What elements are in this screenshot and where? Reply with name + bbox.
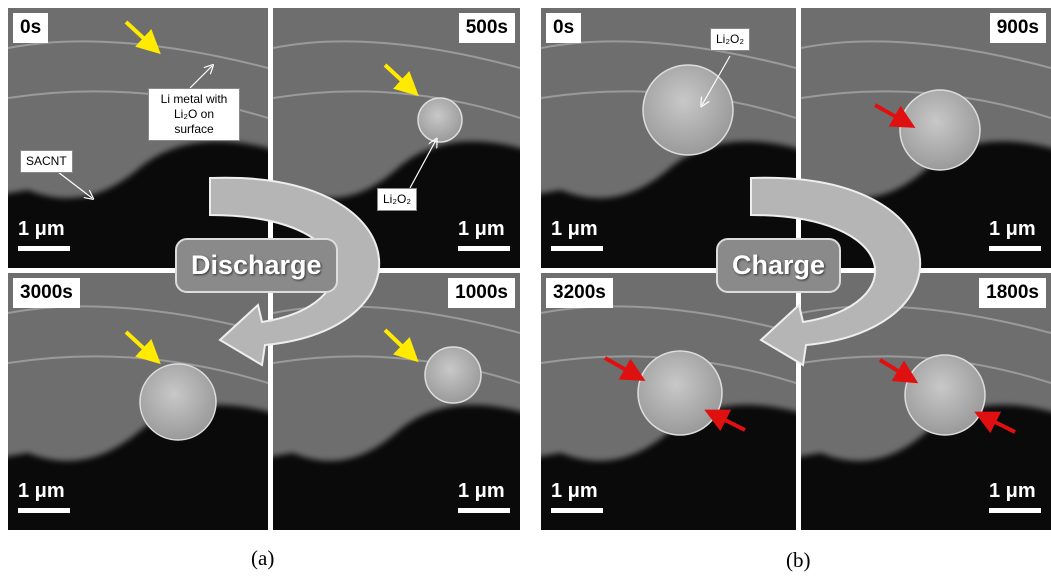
scale-label: 1 μm [18,218,65,241]
time-label: 1000s [448,278,515,308]
scale-bar [551,246,603,251]
time-label: 3200s [546,278,613,308]
annotation: Li₂O₂ [710,28,750,51]
li2o2-particle [643,65,733,155]
figure: (() => { const data = JSON.parse(documen… [0,0,1051,582]
scale-bar [989,246,1041,251]
time-label: 0s [546,13,581,43]
scale-label: 1 μm [551,480,598,503]
time-label: 3000s [13,278,80,308]
scale-label: 1 μm [551,218,598,241]
scale-bar [989,508,1041,513]
li2o2-particle [900,90,980,170]
process-label: Charge [716,238,841,293]
process-label: Discharge [175,238,338,293]
scale-bar [18,246,70,251]
time-label: 500s [459,13,515,43]
annotation: SACNT [20,150,73,173]
li2o2-particle [418,98,462,142]
scale-label: 1 μm [989,480,1036,503]
li2o2-particle [905,355,985,435]
time-label: 900s [990,13,1046,43]
li2o2-particle [638,351,722,435]
panel-caption: (b) [786,548,811,573]
annotation: Li₂O₂ [377,188,417,211]
scale-label: 1 μm [458,480,505,503]
scale-bar [458,508,510,513]
scale-bar [458,246,510,251]
li2o2-particle [425,347,481,403]
scale-label: 1 μm [458,218,505,241]
panel-caption: (a) [251,546,274,571]
scale-bar [551,508,603,513]
scale-label: 1 μm [18,480,65,503]
scale-bar [18,508,70,513]
annotation: Li metal with Li₂O on surface [148,88,240,141]
scale-label: 1 μm [989,218,1036,241]
time-label: 0s [13,13,48,43]
li2o2-particle [140,364,216,440]
time-label: 1800s [979,278,1046,308]
